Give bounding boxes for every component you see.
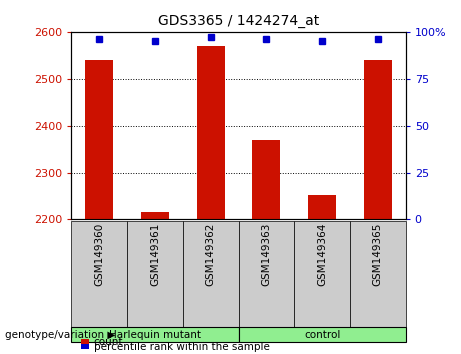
Bar bbox=[253, 140, 280, 219]
Text: count: count bbox=[94, 337, 123, 347]
Bar bbox=[197, 46, 225, 219]
Text: control: control bbox=[304, 330, 340, 339]
Bar bbox=[141, 212, 169, 219]
Bar bbox=[85, 60, 113, 219]
Text: percentile rank within the sample: percentile rank within the sample bbox=[94, 342, 270, 352]
Bar bbox=[364, 60, 392, 219]
Title: GDS3365 / 1424274_at: GDS3365 / 1424274_at bbox=[158, 14, 319, 28]
Text: genotype/variation ▶: genotype/variation ▶ bbox=[5, 330, 115, 339]
Text: Harlequin mutant: Harlequin mutant bbox=[109, 330, 201, 339]
Bar bbox=[308, 195, 336, 219]
